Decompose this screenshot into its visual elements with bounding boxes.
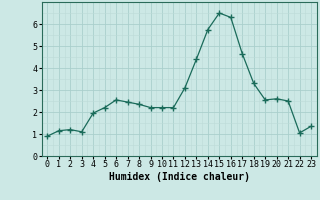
- X-axis label: Humidex (Indice chaleur): Humidex (Indice chaleur): [109, 172, 250, 182]
